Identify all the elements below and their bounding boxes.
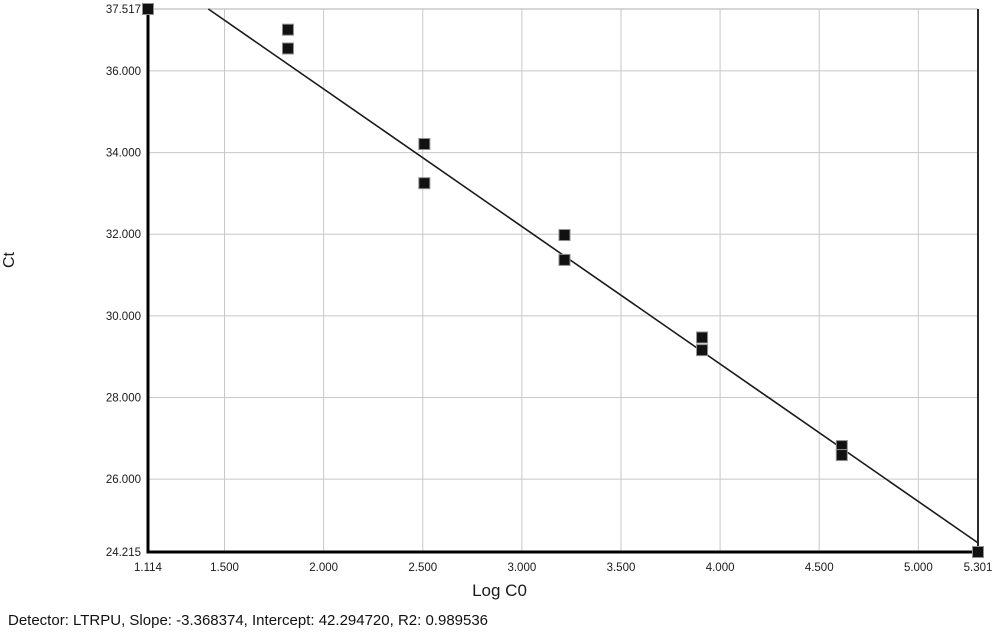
y-tick-label: 30.000 [106,311,141,323]
x-tick-label: 3.000 [507,562,536,574]
y-tick-label: 34.000 [106,148,141,160]
x-axis-label: Log C0 [472,581,527,600]
data-point-marker [696,331,709,344]
x-tick-label: 4.000 [706,562,735,574]
x-tick-label: 4.500 [805,562,834,574]
data-point-marker [418,177,431,190]
data-point-marker [418,137,431,150]
data-point-marker [558,229,571,242]
data-point-marker [142,3,154,15]
fit-results-caption: Detector: LTRPU, Slope: -3.368374, Inter… [8,612,489,629]
x-tick-label: 3.500 [607,562,636,574]
y-tick-label: 37.517 [106,4,141,16]
y-tick-label: 32.000 [106,229,141,241]
x-tick-label: 2.000 [309,562,338,574]
data-point-marker [972,546,984,558]
x-tick-label: 1.500 [210,562,239,574]
y-axis-label: Ct [1,252,18,268]
data-point-marker [281,23,294,36]
data-point-marker [835,449,848,462]
x-tick-label: 1.114 [134,562,163,574]
x-tick-label: 2.500 [408,562,437,574]
y-tick-label: 24.215 [106,547,141,559]
regression-line [207,8,979,544]
data-point-marker [558,253,571,266]
x-tick-label: 5.000 [904,562,933,574]
x-tick-label: 5.301 [964,562,993,574]
y-tick-label: 28.000 [106,392,141,404]
y-tick-label: 36.000 [106,66,141,78]
data-point-marker [281,42,294,55]
data-point-marker [696,344,709,357]
y-tick-label: 26.000 [106,474,141,486]
